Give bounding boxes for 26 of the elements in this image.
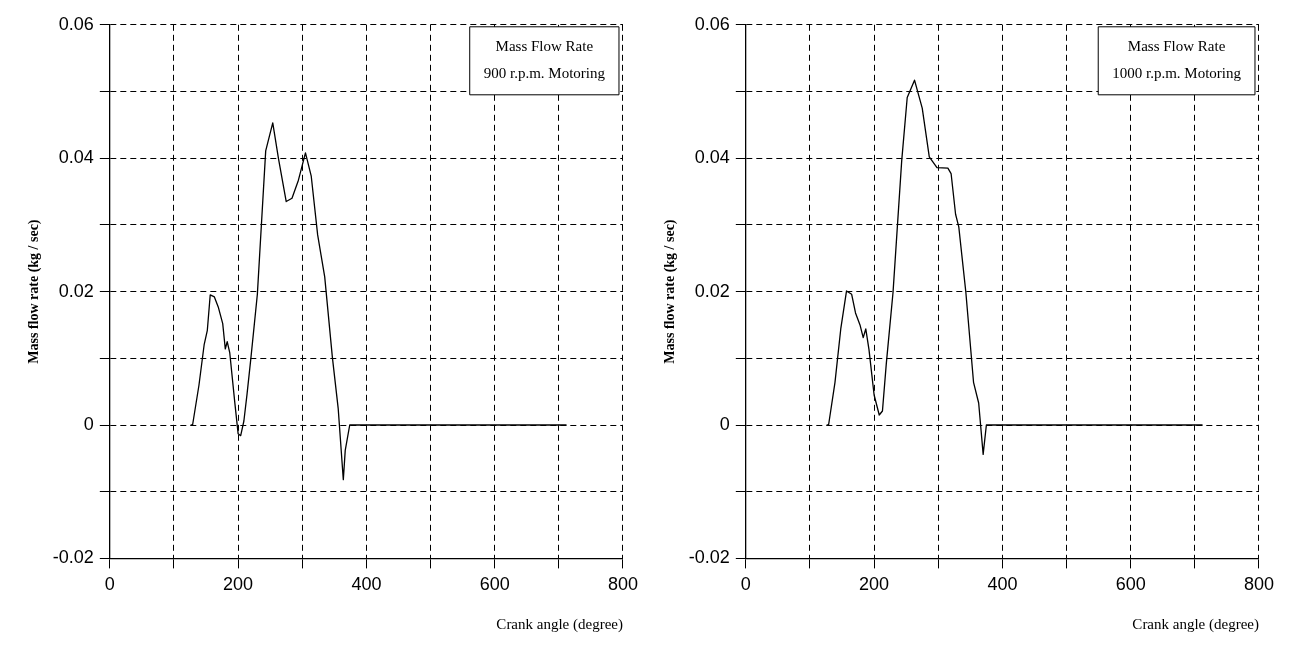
y-tick-label: 0.04 <box>58 147 94 168</box>
x-axis-title: Crank angle (degree) <box>496 615 623 633</box>
y-axis-title: Mass flow rate (kg / sec) <box>26 219 43 364</box>
y-tick-label: -0.02 <box>52 547 94 568</box>
y-tick-label: 0.06 <box>694 13 730 34</box>
y-tick-label: 0.02 <box>58 280 94 301</box>
x-axis-title: Crank angle (degree) <box>1132 615 1259 633</box>
x-tick-label: 200 <box>223 574 254 595</box>
x-tick-label: 800 <box>1243 574 1275 595</box>
y-tick-label: -0.02 <box>688 547 730 568</box>
x-tick-label: 0 <box>104 574 115 595</box>
y-tick-label: 0 <box>83 413 94 434</box>
y-tick-label: 0.02 <box>694 280 730 301</box>
x-tick-label: 400 <box>351 574 382 595</box>
y-axis-title: Mass flow rate (kg / sec) <box>662 219 679 364</box>
x-tick-label: 800 <box>607 574 639 595</box>
x-tick-label: 600 <box>479 574 510 595</box>
y-tick-label: 0.06 <box>58 13 94 34</box>
x-tick-label: 400 <box>987 574 1018 595</box>
x-tick-label: 0 <box>740 574 751 595</box>
x-tick-label: 600 <box>1115 574 1146 595</box>
annotation: Mass Flow Rate 1000 r.p.m. Motoring <box>1112 37 1242 81</box>
annotation: Mass Flow Rate 900 r.p.m. Motoring <box>483 37 606 81</box>
x-tick-label: 200 <box>859 574 890 595</box>
y-tick-label: 0.04 <box>694 147 730 168</box>
y-tick-label: 0 <box>719 413 730 434</box>
